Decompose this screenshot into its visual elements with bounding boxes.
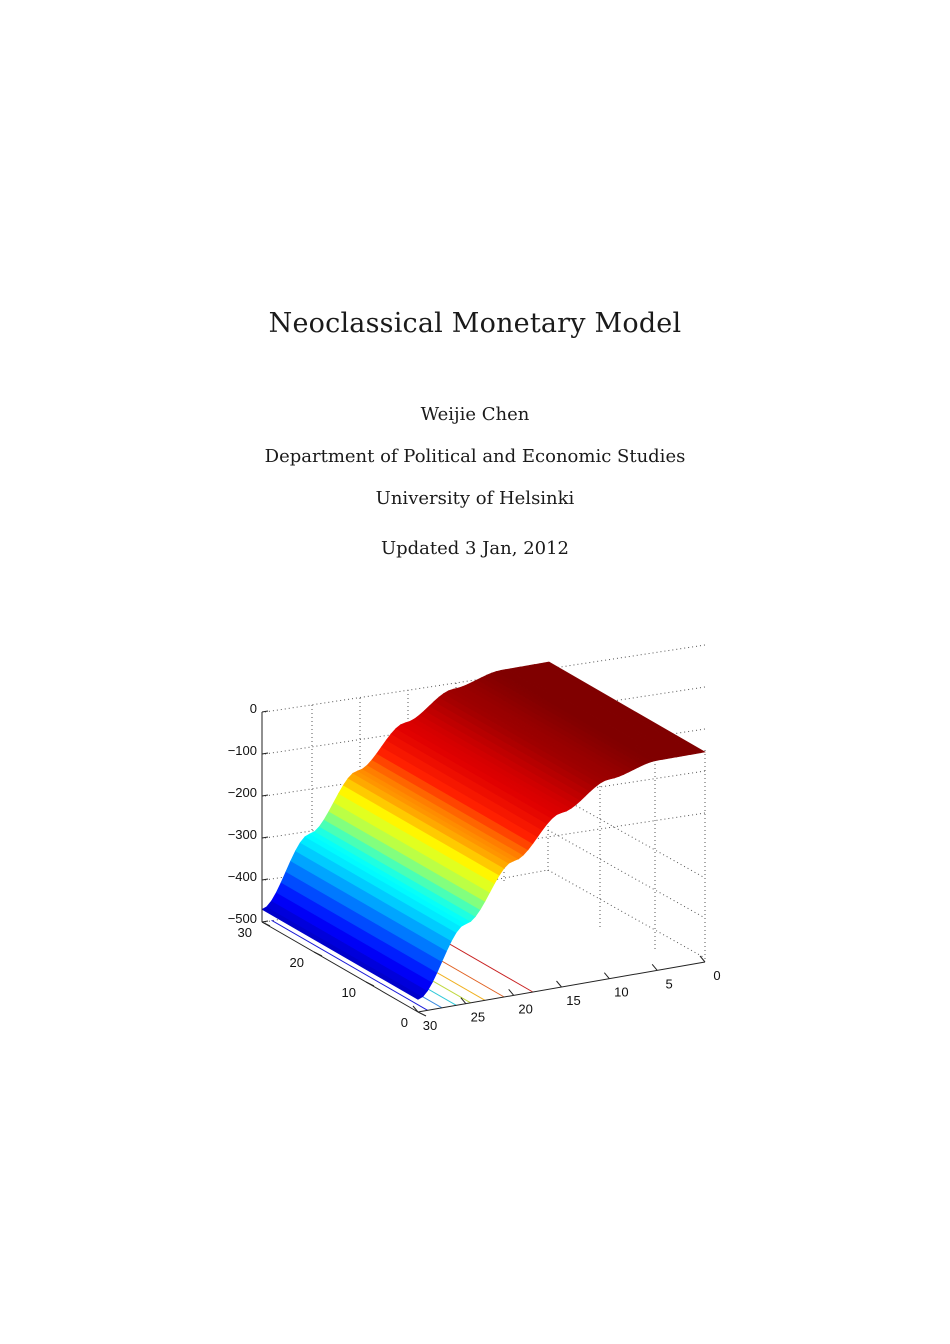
tick-mark <box>313 951 323 957</box>
z-tick-label: −400 <box>228 869 257 884</box>
x-tick-label: 0 <box>401 1015 408 1030</box>
grid-line <box>547 829 706 919</box>
author-university: University of Helsinki <box>375 488 575 509</box>
contour-line <box>271 919 428 1011</box>
axis-ticks: 0 −100 −200 −300 −400 −500 0 10 20 30 0 5 10 15 20 25 30 <box>228 701 721 1033</box>
surface-mesh <box>261 661 706 1000</box>
grid-line <box>547 869 706 959</box>
document-date: Updated 3 Jan, 2012 <box>380 538 570 559</box>
z-tick-label: −500 <box>228 911 257 926</box>
x-axis-line <box>261 921 419 1013</box>
author-name: Weijie Chen <box>420 404 530 425</box>
tick-mark <box>651 964 658 971</box>
z-tick-label: −100 <box>228 743 257 758</box>
y-tick-label: 25 <box>471 1010 485 1025</box>
tick-mark <box>261 878 269 881</box>
y-tick-label: 5 <box>666 976 673 991</box>
z-tick-label: −300 <box>228 827 257 842</box>
tick-mark <box>508 989 515 996</box>
tick-mark <box>261 836 269 839</box>
tick-mark <box>417 1011 427 1017</box>
tick-mark <box>603 972 610 979</box>
author-department: Department of Political and Economic Stu… <box>264 446 686 467</box>
tick-mark <box>261 794 269 797</box>
x-tick-label: 30 <box>238 925 252 940</box>
y-tick-label: 10 <box>614 985 628 1000</box>
z-tick-label: −200 <box>228 785 257 800</box>
x-tick-label: 10 <box>342 985 356 1000</box>
y-tick-label: 0 <box>713 968 720 983</box>
tick-mark <box>261 920 269 923</box>
tick-mark <box>365 981 375 987</box>
y-tick-label: 30 <box>423 1018 437 1033</box>
y-tick-label: 20 <box>518 1001 532 1016</box>
tick-mark <box>460 997 467 1004</box>
tick-mark <box>261 752 269 755</box>
tick-mark <box>556 980 562 988</box>
tick-mark <box>261 710 269 713</box>
tick-mark <box>699 955 706 963</box>
tick-mark <box>261 921 271 927</box>
surface-strip <box>543 661 706 754</box>
x-tick-label: 20 <box>290 955 304 970</box>
y-tick-label: 15 <box>566 993 580 1008</box>
z-tick-label: 0 <box>250 701 257 716</box>
tick-mark <box>412 1005 419 1013</box>
document-title: Neoclassical Monetary Model <box>268 308 682 339</box>
